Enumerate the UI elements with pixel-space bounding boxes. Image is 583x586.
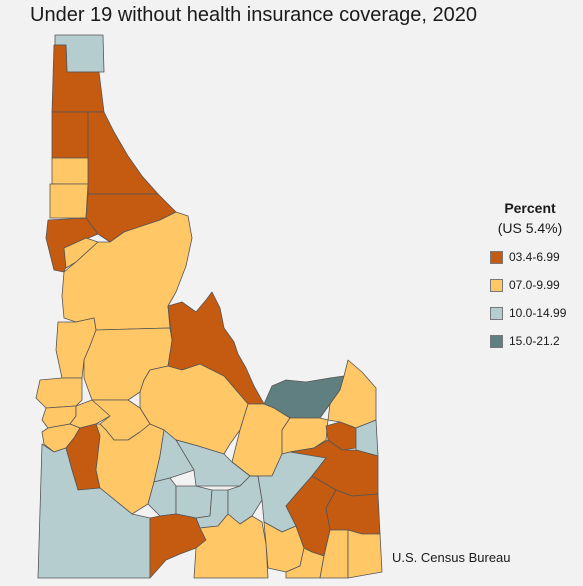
legend-label: 10.0-14.99 [509, 306, 567, 320]
county-bonneville[interactable] [289, 439, 379, 497]
legend-item: 07.0-9.99 [490, 278, 580, 292]
legend-swatch [490, 334, 503, 348]
county-washington[interactable] [35, 377, 83, 409]
county-cassia[interactable] [193, 513, 269, 579]
county-lincoln[interactable] [175, 485, 213, 519]
county-kootenai[interactable] [51, 111, 89, 159]
legend-swatch [490, 250, 503, 264]
county-benewah[interactable] [51, 157, 89, 185]
map-title: Under 19 without health insurance covera… [30, 4, 477, 26]
legend-label: 03.4-6.99 [509, 250, 560, 264]
legend-item: 15.0-21.2 [490, 334, 580, 348]
county-shoshone[interactable] [87, 111, 159, 195]
county-caribou[interactable] [325, 489, 381, 535]
legend-swatch [490, 306, 503, 320]
legend-label: 07.0-9.99 [509, 278, 560, 292]
county-owyhee[interactable] [37, 443, 151, 579]
legend-subtitle: (US 5.4%) [497, 220, 563, 236]
source-credit: U.S. Census Bureau [392, 550, 511, 565]
legend-swatch [490, 278, 503, 292]
legend: Percent (US 5.4%) 03.4-6.99 07.0-9.99 10… [480, 200, 580, 348]
county-bear-lake[interactable] [347, 529, 383, 579]
legend-item: 03.4-6.99 [490, 250, 580, 264]
legend-label: 15.0-21.2 [509, 334, 560, 348]
legend-title: Percent [504, 200, 556, 216]
legend-item: 10.0-14.99 [490, 306, 580, 320]
county-latah[interactable] [49, 183, 89, 219]
county-oneida[interactable] [285, 547, 325, 579]
